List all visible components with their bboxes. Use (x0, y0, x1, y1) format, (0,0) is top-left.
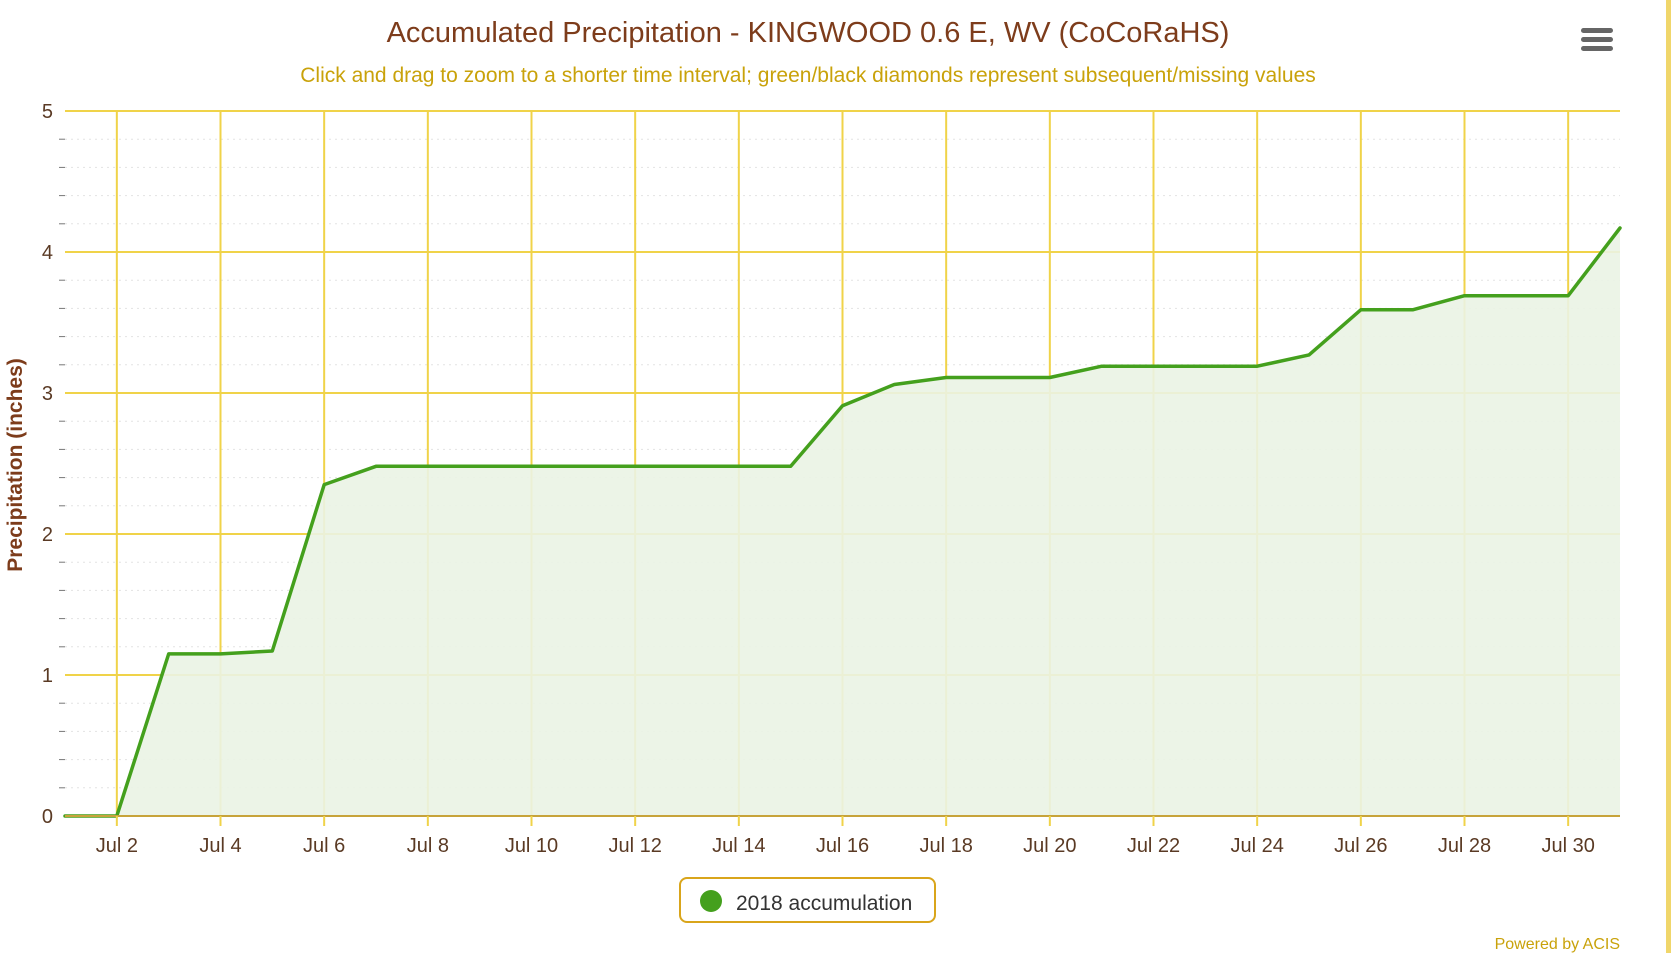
legend-series-label[interactable]: 2018 accumulation (736, 892, 912, 915)
x-tick-label: Jul 28 (1438, 835, 1491, 857)
data-point[interactable] (320, 481, 328, 489)
legend-series-marker[interactable] (700, 890, 722, 912)
y-tick-label: 5 (42, 101, 53, 123)
data-point[interactable] (1616, 224, 1624, 232)
x-tick-label: Jul 24 (1230, 835, 1283, 857)
series-area-fill (65, 228, 1620, 816)
y-axis-label: Precipitation (inches) (4, 358, 27, 572)
data-point[interactable] (528, 462, 536, 470)
data-point[interactable] (1409, 306, 1417, 314)
frame-edge (1666, 0, 1671, 953)
data-point[interactable] (217, 650, 225, 658)
y-axis: 0 1 2 3 4 5 (42, 101, 65, 828)
data-point[interactable] (1357, 306, 1365, 314)
y-tick-label: 0 (42, 806, 53, 828)
data-point[interactable] (579, 462, 587, 470)
data-point[interactable] (942, 374, 950, 382)
data-point[interactable] (1564, 292, 1572, 300)
data-point[interactable] (735, 462, 743, 470)
credits-link[interactable]: Powered by ACIS (1495, 936, 1620, 953)
chart-title: Accumulated Precipitation - KINGWOOD 0.6… (387, 17, 1230, 49)
y-tick-label: 3 (42, 383, 53, 405)
data-point[interactable] (1150, 362, 1158, 370)
data-point[interactable] (1098, 362, 1106, 370)
data-point[interactable] (890, 381, 898, 389)
x-tick-label: Jul 2 (96, 835, 138, 857)
x-tick-label: Jul 12 (608, 835, 661, 857)
legend-box (679, 877, 936, 923)
data-point[interactable] (476, 462, 484, 470)
data-point[interactable] (1461, 292, 1469, 300)
data-point[interactable] (1305, 351, 1313, 359)
x-tick-label: Jul 26 (1334, 835, 1387, 857)
legend[interactable]: 2018 accumulation (679, 877, 936, 923)
x-tick-label: Jul 10 (505, 835, 558, 857)
data-point[interactable] (683, 462, 691, 470)
x-tick-label: Jul 22 (1127, 835, 1180, 857)
x-tick-label: Jul 4 (199, 835, 241, 857)
data-point[interactable] (994, 374, 1002, 382)
x-axis: Jul 2 Jul 4 Jul 6 Jul 8 Jul 10 Jul 12 Jul 14 Ju… (96, 816, 1595, 857)
data-point[interactable] (424, 462, 432, 470)
x-tick-label: Jul 6 (303, 835, 345, 857)
data-point[interactable] (631, 462, 639, 470)
y-tick-label: 1 (42, 665, 53, 687)
menu-bar (1581, 28, 1613, 33)
data-point[interactable] (268, 647, 276, 655)
series-line[interactable] (63, 226, 1622, 818)
menu-bar (1581, 37, 1613, 42)
x-tick-label: Jul 8 (407, 835, 449, 857)
data-point[interactable] (165, 650, 173, 658)
x-tick-label: Jul 20 (1023, 835, 1076, 857)
x-tick-label: Jul 18 (919, 835, 972, 857)
x-tick-label: Jul 16 (816, 835, 869, 857)
data-point[interactable] (372, 462, 380, 470)
y-tick-label: 4 (42, 242, 53, 264)
data-point[interactable] (1201, 362, 1209, 370)
data-point[interactable] (839, 402, 847, 410)
x-tick-label: Jul 30 (1541, 835, 1594, 857)
data-point[interactable] (1512, 292, 1520, 300)
chart-subtitle: Click and drag to zoom to a shorter time… (300, 64, 1316, 87)
x-tick-label: Jul 14 (712, 835, 765, 857)
menu-bar (1581, 46, 1613, 51)
data-point[interactable] (1253, 362, 1261, 370)
data-point[interactable] (787, 462, 795, 470)
data-point[interactable] (1046, 374, 1054, 382)
hamburger-menu-icon[interactable] (1575, 22, 1619, 58)
y-tick-label: 2 (42, 524, 53, 546)
